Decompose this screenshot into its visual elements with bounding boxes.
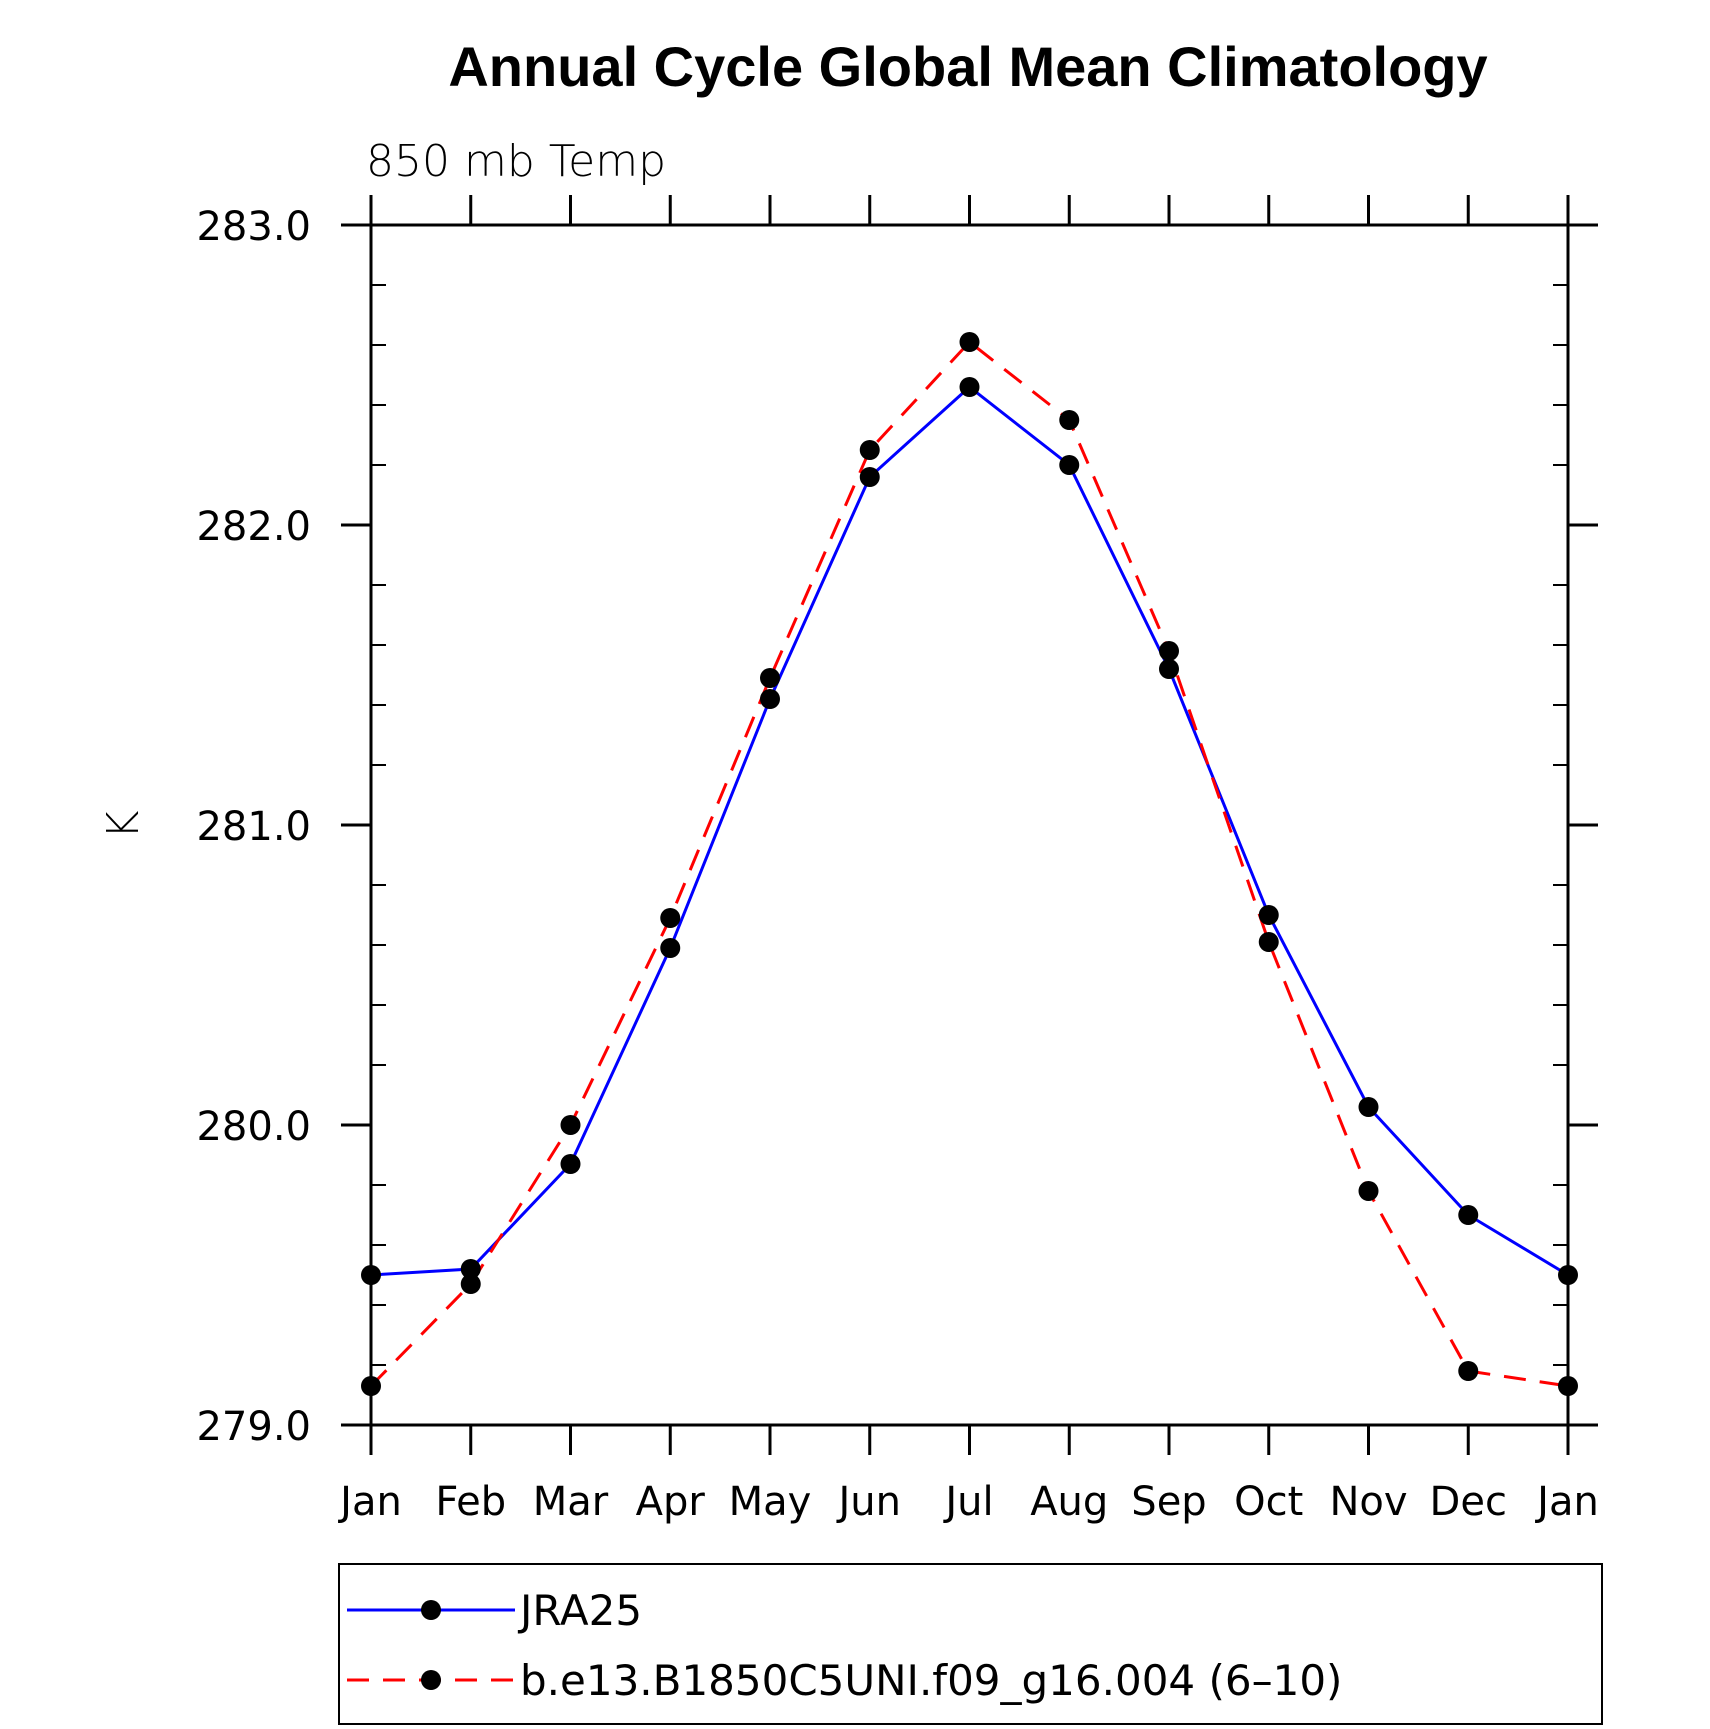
data-point-series-2 [1258, 932, 1279, 952]
axes: Jan Feb Mar Apr May Jun Jul Aug Sep Oct Nov Dec Jan 2… [196, 195, 1599, 1525]
y-tick-label: 280.0 [196, 1104, 311, 1150]
legend-marker-2 [421, 1670, 441, 1690]
data-point-series-1 [1458, 1205, 1479, 1225]
data-point-series-1 [1159, 659, 1179, 679]
data-point-series-1 [1558, 1265, 1578, 1285]
data-point-series-1 [460, 1259, 481, 1279]
data-point-series-2 [560, 1115, 581, 1135]
x-tick-label: Jun [836, 1479, 902, 1525]
data-point-series-2 [460, 1274, 481, 1294]
x-tick-label: Aug [1030, 1479, 1108, 1525]
x-tick-label: Oct [1234, 1479, 1303, 1525]
x-tick-label: Dec [1430, 1479, 1507, 1525]
legend: JRA25 b.e13.B1850C5UNI.f09_g16.004 (6–10) [338, 1563, 1603, 1725]
y-tick-label: 281.0 [196, 804, 311, 850]
x-tick-label: Sep [1131, 1479, 1206, 1525]
data-point-series-1 [959, 377, 980, 397]
x-tick-label: Apr [636, 1479, 706, 1525]
legend-marker-1 [421, 1600, 441, 1620]
data-point-series-1 [1358, 1097, 1379, 1117]
data-point-series-2 [1558, 1376, 1578, 1396]
data-point-series-1 [760, 689, 780, 709]
x-tick-label: Nov [1329, 1479, 1407, 1525]
series-layer [361, 332, 1578, 1396]
data-point-series-1 [660, 938, 681, 958]
y-axis-label: K [98, 810, 149, 839]
x-tick-label: Jul [942, 1479, 993, 1525]
data-point-series-1 [1258, 905, 1279, 925]
series-line-1 [370, 385, 1569, 1277]
data-point-series-2 [660, 908, 681, 928]
plot-frame [369, 223, 1570, 1427]
data-point-series-2 [1358, 1181, 1379, 1201]
data-point-series-2 [1159, 641, 1179, 661]
data-point-series-2 [760, 668, 780, 688]
data-point-series-2 [1458, 1361, 1479, 1381]
x-tick-label: Jan [337, 1479, 402, 1525]
x-tick-label: May [729, 1479, 812, 1525]
data-point-series-2 [1059, 410, 1080, 430]
legend-label-1: JRA25 [517, 1586, 642, 1635]
data-point-series-1 [361, 1265, 381, 1285]
chart-title: Annual Cycle Global Mean Climatology [448, 35, 1487, 98]
data-point-series-1 [1059, 455, 1080, 475]
data-point-series-1 [859, 467, 880, 487]
x-tick-label: Mar [533, 1479, 609, 1525]
data-point-series-1 [560, 1154, 581, 1174]
chart-subtitle: 850 mb Temp [366, 136, 666, 187]
y-tick-label: 283.0 [196, 204, 311, 250]
x-tick-label: Jan [1534, 1479, 1599, 1525]
legend-label-2: b.e13.B1850C5UNI.f09_g16.004 (6–10) [520, 1656, 1342, 1705]
y-tick-label: 279.0 [196, 1404, 311, 1450]
data-point-series-2 [859, 440, 880, 460]
x-tick-label: Feb [435, 1479, 506, 1525]
series-line-2 [369, 339, 1569, 1388]
legend-box [338, 1563, 1603, 1725]
data-point-series-2 [361, 1376, 381, 1396]
y-tick-label: 282.0 [196, 504, 311, 550]
data-point-series-2 [959, 332, 980, 352]
